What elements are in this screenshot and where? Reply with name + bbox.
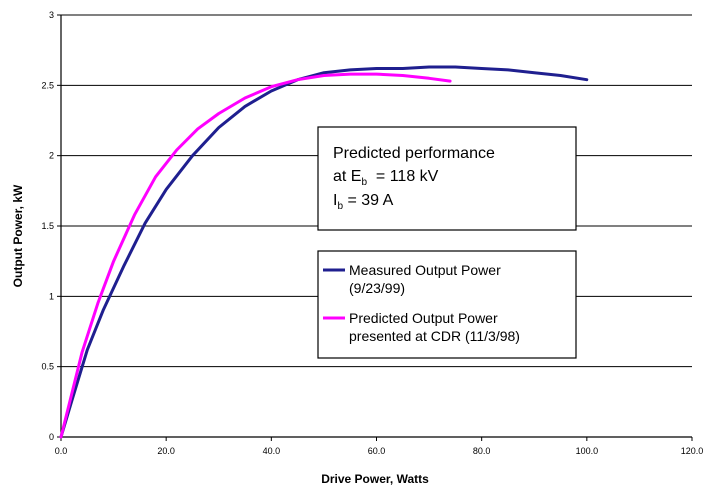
x-tick-label: 40.0 [263, 446, 281, 456]
x-axis-title: Drive Power, Watts [321, 472, 429, 486]
x-tick-label: 120.0 [681, 446, 704, 456]
legend-label-measured-line-2: (9/23/99) [349, 280, 405, 296]
y-axis-title: Output Power, kW [11, 184, 25, 287]
legend-frame [317, 250, 577, 359]
x-tick-label: 80.0 [473, 446, 491, 456]
legend-label-predicted-line-2: presented at CDR (11/3/98) [349, 328, 520, 344]
y-tick-label: 2.5 [41, 80, 54, 90]
y-tick-label: 1 [49, 291, 54, 301]
annotation-frame [317, 126, 577, 231]
series-line-predicted [59, 72, 452, 439]
x-tick-label: 100.0 [576, 446, 599, 456]
y-tick-labels: 0 0.5 1 1.5 2 2.5 3 [41, 10, 54, 442]
legend-label-predicted-line-1: Predicted Output Power [349, 310, 498, 326]
y-tick-label: 1.5 [41, 221, 54, 231]
annotation-line-1: Predicted performance [333, 145, 495, 162]
axes [57, 14, 693, 441]
x-tick-label: 60.0 [368, 446, 386, 456]
y-tick-label: 0 [49, 432, 54, 442]
legend-label-measured-line-1: Measured Output Power [349, 262, 501, 278]
x-tick-label: 0.0 [55, 446, 68, 456]
annotation-line-3: Ib = 39 A [333, 192, 394, 212]
y-tick-label: 2 [49, 151, 54, 161]
annotation-box: Predicted performance at Eb = 118 kV Ib … [317, 126, 577, 231]
x-tick-label: 20.0 [157, 446, 175, 456]
y-tick-label: 3 [49, 10, 54, 20]
annotation-line-2: at Eb = 118 kV [333, 168, 439, 188]
y-tick-label: 0.5 [41, 362, 54, 372]
legend: Measured Output Power (9/23/99) Predicte… [317, 250, 577, 359]
x-tick-labels: 0.0 20.0 40.0 60.0 80.0 100.0 120.0 [55, 446, 704, 456]
series-lines [59, 65, 589, 439]
